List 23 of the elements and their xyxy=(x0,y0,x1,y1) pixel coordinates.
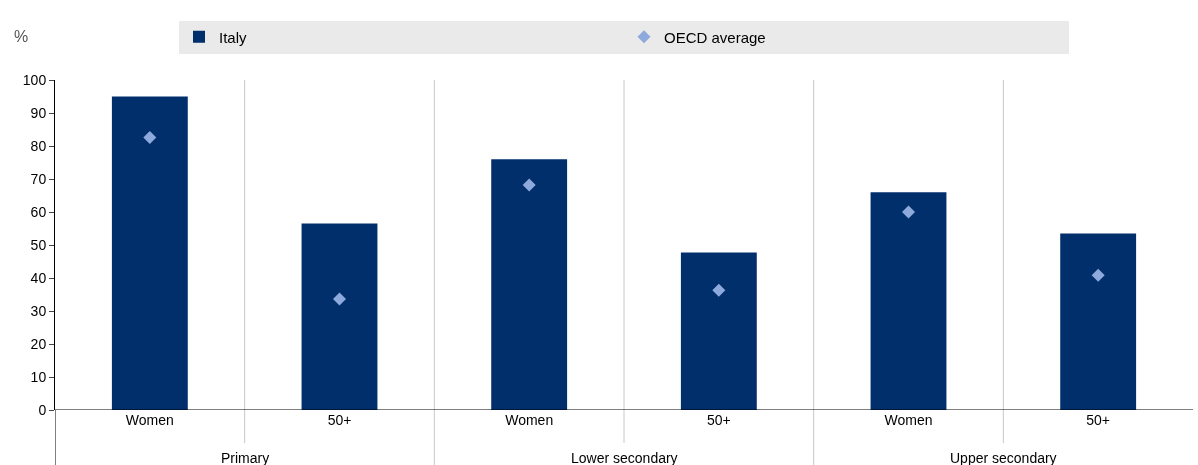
x-tick-label: 50+ xyxy=(1086,412,1111,428)
y-tick-label: 30 xyxy=(30,302,47,319)
x-tick-label: Women xyxy=(884,412,933,428)
y-tick-label: 90 xyxy=(30,104,47,121)
y-tick-label: 60 xyxy=(30,203,47,220)
text: Upper secondary xyxy=(950,450,1057,465)
x-tick-label: Women xyxy=(125,412,174,428)
y-tick-label: 20 xyxy=(30,335,47,352)
legend-label: OECD average xyxy=(664,28,766,46)
y-tick-label: 80 xyxy=(30,137,47,154)
x-tick-label: 50+ xyxy=(706,412,731,428)
y-tick-label: 100 xyxy=(22,71,47,88)
y-tick-label: 10 xyxy=(30,368,47,385)
text: Primary xyxy=(221,450,270,465)
y-axis-title: % xyxy=(14,28,29,45)
y-tick-label: 0 xyxy=(38,401,47,418)
y-tick-label: 50 xyxy=(30,236,47,253)
text: Lower secondary xyxy=(571,450,678,465)
y-tick-label: 40 xyxy=(30,269,47,286)
y-tick-label: 70 xyxy=(30,170,47,187)
legend-label: Italy xyxy=(219,28,248,46)
x-tick-label: Women xyxy=(505,412,554,428)
x-tick-label: 50+ xyxy=(327,412,352,428)
